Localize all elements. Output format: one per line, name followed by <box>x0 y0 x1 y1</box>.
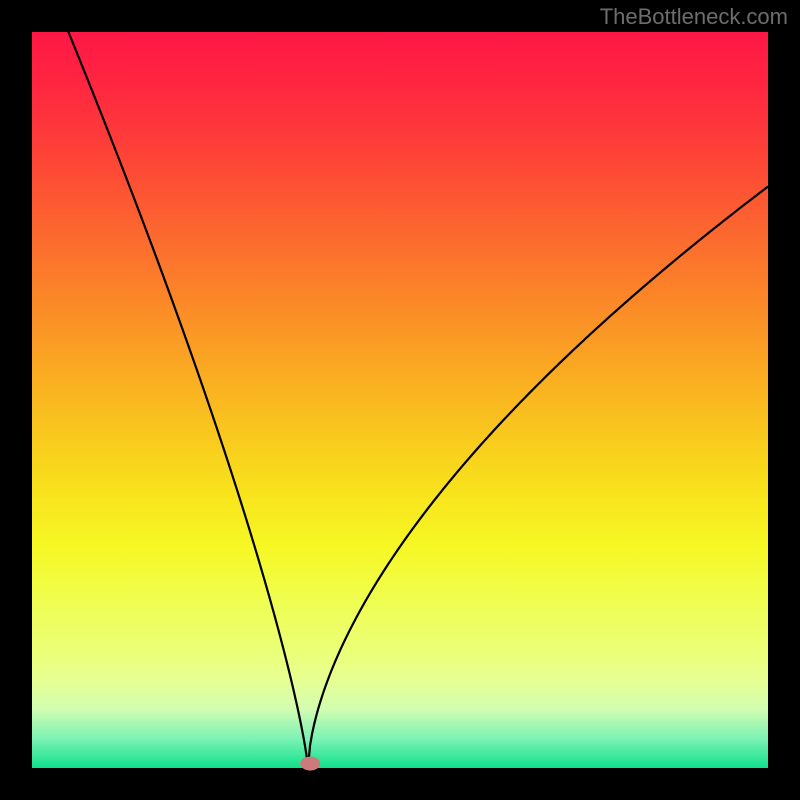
bottleneck-chart <box>0 0 800 800</box>
watermark-text: TheBottleneck.com <box>600 4 788 30</box>
optimal-marker <box>300 757 320 771</box>
plot-area <box>32 32 768 768</box>
chart-container: TheBottleneck.com <box>0 0 800 800</box>
